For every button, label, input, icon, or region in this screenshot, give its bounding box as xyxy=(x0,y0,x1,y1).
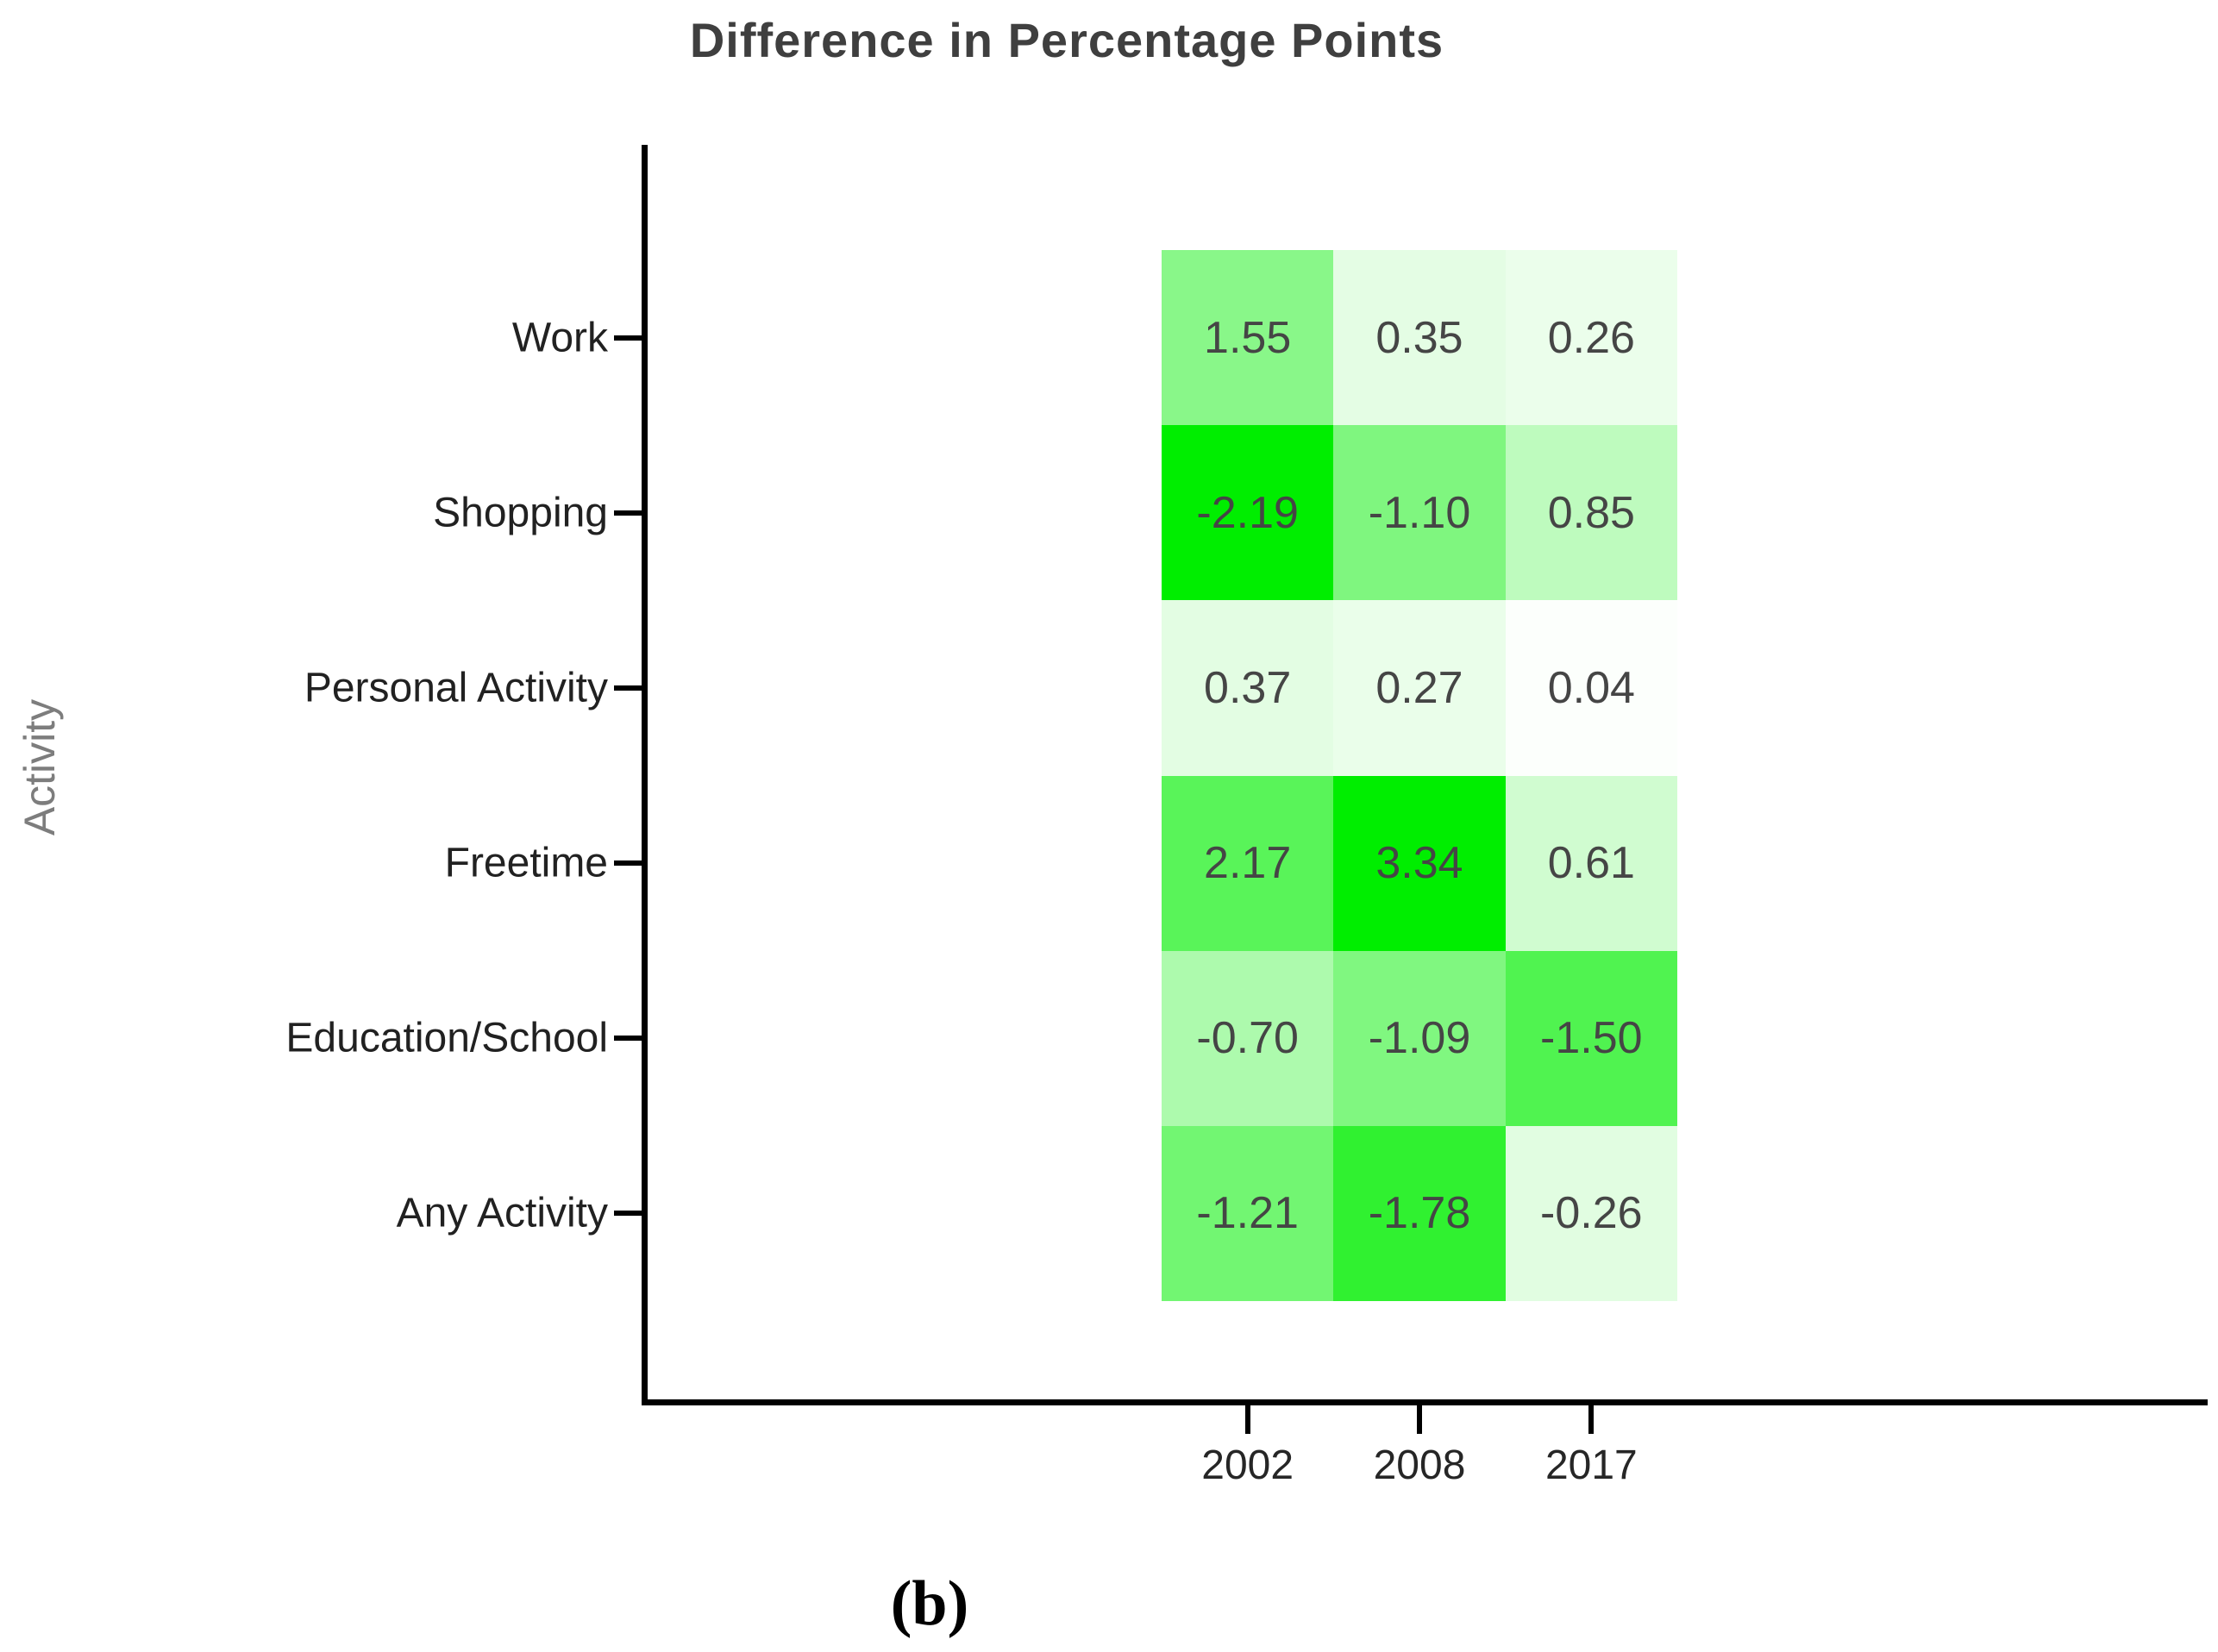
y-tick-label: Freetime xyxy=(444,840,608,886)
heatmap-cell: 0.35 xyxy=(1333,250,1506,426)
chart-title: Difference in Percentage Points xyxy=(689,13,1444,67)
y-tick-label: Any Activity xyxy=(396,1190,608,1236)
x-tick-mark xyxy=(1588,1405,1595,1434)
y-tick-mark xyxy=(614,1211,646,1217)
heatmap-cell: -2.19 xyxy=(1162,425,1334,601)
y-axis-title: Activity xyxy=(16,698,64,836)
heatmap-cell: 0.27 xyxy=(1333,600,1506,776)
x-tick-label: 2017 xyxy=(1544,1442,1638,1488)
y-tick-mark xyxy=(614,685,646,691)
heatmap-grid: 1.55 0.35 0.26 -2.19 -1.10 0.85 0.37 0.27 0.04 2.… xyxy=(1162,250,1677,1301)
heatmap-cell: 0.26 xyxy=(1505,250,1677,426)
heatmap-cell: -1.78 xyxy=(1333,1125,1506,1301)
y-tick-label: Work xyxy=(511,315,608,361)
heatmap-cell: -0.70 xyxy=(1162,950,1334,1126)
heatmap-cell: 0.61 xyxy=(1505,775,1677,951)
y-tick-mark xyxy=(614,860,646,867)
x-tick-label: 2002 xyxy=(1201,1442,1294,1488)
heatmap-cell: 2.17 xyxy=(1162,775,1334,951)
heatmap-cell: 0.85 xyxy=(1505,425,1677,601)
y-axis-line xyxy=(642,145,648,1405)
x-axis-line xyxy=(642,1399,2208,1405)
y-tick-label: Personal Activity xyxy=(304,665,608,711)
x-tick-mark xyxy=(1244,1405,1250,1434)
heatmap-cell: -1.09 xyxy=(1333,950,1506,1126)
y-tick-mark xyxy=(614,1036,646,1042)
figure-caption: (b) xyxy=(890,1568,969,1639)
heatmap-cell: -1.10 xyxy=(1333,425,1506,601)
heatmap-cell: 3.34 xyxy=(1333,775,1506,951)
y-tick-mark xyxy=(614,335,646,341)
heatmap-cell: -1.50 xyxy=(1505,950,1677,1126)
x-tick-label: 2008 xyxy=(1373,1442,1466,1488)
y-tick-label: Education/School xyxy=(285,1015,608,1061)
heatmap-cell: 0.37 xyxy=(1162,600,1334,776)
heatmap-cell: -0.26 xyxy=(1505,1125,1677,1301)
heatmap-cell: 1.55 xyxy=(1162,250,1334,426)
x-tick-mark xyxy=(1417,1405,1422,1434)
heatmap-cell: -1.21 xyxy=(1162,1125,1334,1301)
y-tick-label: Shopping xyxy=(433,490,608,536)
heatmap-cell: 0.04 xyxy=(1505,600,1677,776)
y-tick-mark xyxy=(614,510,646,516)
